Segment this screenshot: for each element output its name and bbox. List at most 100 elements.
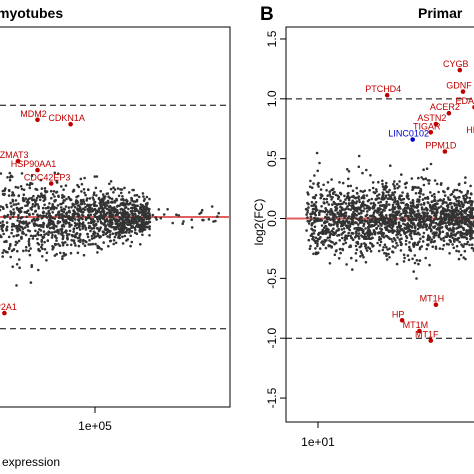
data-point [181,222,184,225]
data-point [379,200,383,204]
highlight-point [460,89,466,94]
data-point [51,193,55,196]
data-point [470,243,474,246]
data-point [36,215,40,218]
data-point [137,195,141,199]
data-point [440,182,443,185]
data-point [139,206,143,209]
data-point [22,232,26,235]
data-point [343,208,347,211]
data-point [65,233,69,237]
data-point [136,204,139,208]
data-point [448,238,452,242]
data-point [414,214,417,217]
data-point [91,196,94,199]
data-point [317,185,320,188]
data-point [18,266,21,270]
data-point [362,194,366,197]
data-point [88,224,91,228]
data-point [11,215,15,219]
data-point [333,190,336,194]
data-point [410,209,414,213]
data-point [314,213,318,217]
highlight-point [433,121,439,127]
data-point [437,190,440,194]
data-point [414,229,417,232]
data-point [109,239,113,243]
data-point [22,249,25,253]
data-point [99,189,102,193]
data-point [464,212,467,215]
data-point [86,204,89,207]
data-point [349,234,352,238]
gene-label: ASTN2 [417,113,446,123]
data-point [17,258,21,261]
data-point [408,207,411,210]
data-point [72,239,76,242]
data-point [113,188,117,191]
data-point [372,211,376,214]
data-point [57,172,60,175]
data-point [32,217,36,221]
data-point [106,235,109,238]
data-point [369,174,372,177]
data-point [50,236,54,239]
data-point [463,201,467,204]
data-point [411,229,415,233]
data-point [11,198,14,202]
data-point [398,238,402,241]
data-point [453,240,456,243]
data-point [36,232,39,235]
data-point [378,243,382,247]
data-point [336,225,339,228]
data-point [146,214,150,218]
data-point [379,240,383,244]
data-point [391,245,395,248]
data-point [5,221,9,224]
data-point [119,228,122,232]
data-point [17,209,21,213]
data-point [125,201,129,205]
data-point [355,200,359,203]
y-tick-label: 1.0 [265,90,279,107]
data-point [52,207,55,211]
data-point [60,185,63,188]
data-point [429,209,432,212]
data-point [396,236,399,239]
data-point [455,203,458,206]
data-point [306,201,309,205]
data-point [62,220,66,224]
data-point [145,206,149,210]
data-point [75,226,79,230]
data-point [109,187,113,191]
data-point [119,203,123,206]
data-point [131,206,135,209]
data-point [42,235,46,239]
data-point [105,217,109,221]
data-point [416,209,420,213]
data-point [429,191,432,194]
data-point [350,236,353,240]
data-point [39,225,43,228]
data-point [377,231,381,234]
data-point [148,216,152,220]
data-point [386,225,389,228]
data-point [15,284,18,287]
data-point [372,206,376,209]
data-point [327,228,330,232]
data-point [126,199,129,203]
data-point [1,220,5,223]
data-point [121,195,124,198]
data-point [330,223,333,227]
data-point [431,245,435,248]
data-point [353,236,357,239]
data-point [450,222,454,225]
data-point [14,243,17,247]
data-point [407,197,411,201]
data-point [469,231,472,235]
data-point [343,211,347,215]
data-point [344,241,348,245]
data-point [51,203,54,206]
data-point [463,242,466,246]
data-point [113,227,116,231]
